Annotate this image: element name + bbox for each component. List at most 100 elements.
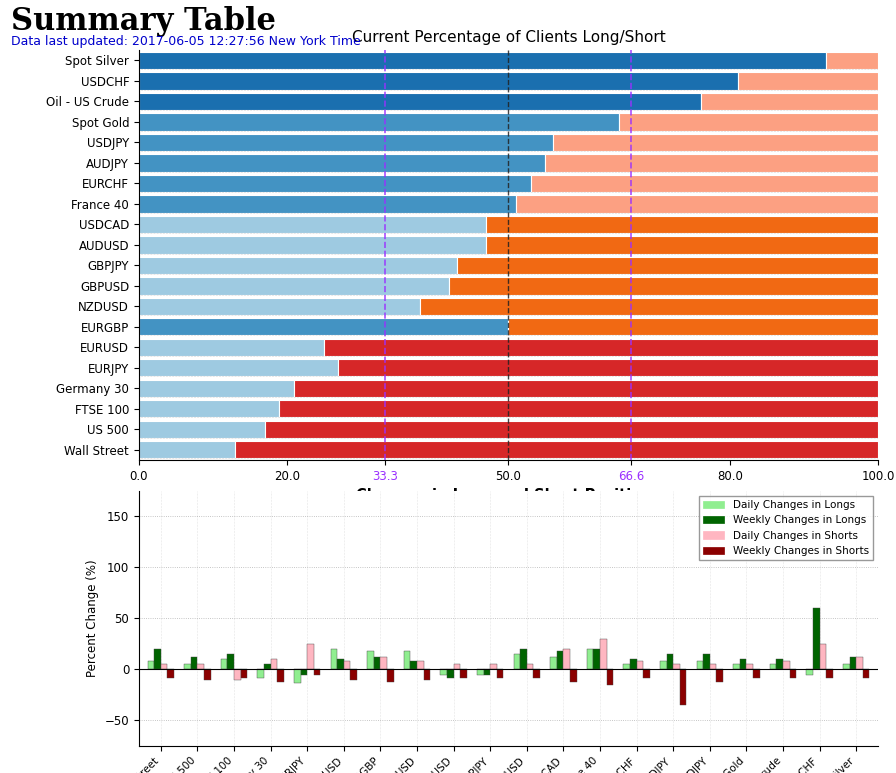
Bar bbox=[477, 669, 484, 675]
Bar bbox=[716, 669, 723, 682]
Bar bbox=[509, 318, 878, 335]
Bar bbox=[450, 277, 878, 295]
Bar bbox=[344, 661, 350, 669]
Bar bbox=[636, 661, 643, 669]
Bar bbox=[863, 669, 869, 678]
Bar bbox=[461, 669, 467, 678]
Bar bbox=[339, 359, 878, 376]
Bar bbox=[533, 669, 540, 678]
Bar bbox=[593, 649, 600, 669]
Bar bbox=[314, 669, 321, 675]
Bar bbox=[139, 339, 323, 356]
Bar bbox=[487, 236, 878, 254]
Bar bbox=[139, 113, 619, 131]
Bar bbox=[139, 277, 450, 295]
Bar bbox=[139, 318, 509, 335]
Bar bbox=[257, 669, 264, 678]
Bar bbox=[139, 175, 530, 192]
Bar bbox=[241, 669, 247, 678]
Bar bbox=[374, 657, 381, 669]
Bar bbox=[826, 52, 878, 70]
Bar bbox=[161, 664, 168, 669]
Bar bbox=[417, 661, 424, 669]
Bar bbox=[849, 657, 856, 669]
Bar bbox=[564, 649, 570, 669]
Bar bbox=[553, 134, 878, 152]
Bar bbox=[424, 669, 430, 679]
Bar bbox=[139, 52, 826, 70]
Bar bbox=[550, 657, 556, 669]
Text: Data last updated: 2017-06-05 12:27:56 New York Time: Data last updated: 2017-06-05 12:27:56 N… bbox=[11, 35, 360, 48]
Bar bbox=[783, 661, 789, 669]
Bar bbox=[667, 654, 673, 669]
Bar bbox=[139, 134, 553, 152]
Bar bbox=[367, 651, 374, 669]
Bar bbox=[530, 175, 878, 192]
Bar bbox=[660, 661, 667, 669]
Bar bbox=[381, 657, 387, 669]
Bar bbox=[350, 669, 357, 679]
Bar bbox=[789, 669, 797, 678]
Bar bbox=[457, 257, 878, 274]
Bar bbox=[264, 421, 878, 438]
Bar bbox=[496, 669, 504, 678]
Bar bbox=[294, 380, 878, 397]
Bar bbox=[139, 195, 516, 213]
Bar bbox=[139, 216, 487, 233]
Bar bbox=[624, 664, 630, 669]
Bar bbox=[630, 659, 636, 669]
Bar bbox=[307, 644, 314, 669]
Bar bbox=[139, 72, 737, 90]
Bar bbox=[410, 661, 417, 669]
Bar bbox=[673, 664, 680, 669]
X-axis label: Changes in Long and Short Positions: Changes in Long and Short Positions bbox=[357, 489, 660, 503]
Bar bbox=[264, 664, 271, 669]
Bar bbox=[600, 638, 607, 669]
Bar bbox=[587, 649, 593, 669]
Bar bbox=[516, 195, 878, 213]
Bar bbox=[826, 669, 832, 678]
Bar bbox=[484, 669, 490, 675]
Bar bbox=[770, 664, 776, 669]
Bar bbox=[331, 649, 337, 669]
Bar bbox=[228, 654, 234, 669]
Title: Current Percentage of Clients Long/Short: Current Percentage of Clients Long/Short bbox=[351, 30, 666, 45]
Bar bbox=[139, 421, 264, 438]
Bar bbox=[294, 669, 301, 683]
Y-axis label: Percent Change (%): Percent Change (%) bbox=[86, 560, 99, 677]
Bar bbox=[191, 657, 197, 669]
Bar bbox=[280, 400, 878, 417]
Bar bbox=[234, 669, 241, 679]
Bar bbox=[139, 298, 419, 315]
Bar bbox=[546, 154, 878, 172]
Bar bbox=[570, 669, 576, 682]
Bar bbox=[337, 659, 344, 669]
Bar bbox=[527, 664, 533, 669]
Bar bbox=[139, 380, 294, 397]
Bar bbox=[139, 154, 546, 172]
Bar bbox=[753, 669, 760, 678]
Bar bbox=[619, 113, 878, 131]
Bar bbox=[490, 664, 496, 669]
Bar bbox=[235, 441, 878, 458]
Bar bbox=[139, 359, 339, 376]
Bar bbox=[806, 669, 813, 675]
Bar bbox=[607, 669, 613, 685]
Bar bbox=[703, 654, 710, 669]
Bar bbox=[513, 654, 521, 669]
Bar bbox=[820, 644, 826, 669]
Bar bbox=[487, 216, 878, 233]
Bar bbox=[139, 257, 457, 274]
Bar bbox=[843, 664, 849, 669]
Bar bbox=[154, 649, 161, 669]
Bar bbox=[301, 669, 307, 675]
Bar bbox=[204, 669, 211, 679]
Bar bbox=[148, 661, 154, 669]
Bar bbox=[746, 664, 753, 669]
Bar bbox=[733, 664, 740, 669]
Bar bbox=[441, 669, 447, 675]
Bar bbox=[387, 669, 393, 682]
Bar bbox=[701, 93, 878, 111]
Bar bbox=[197, 664, 204, 669]
Bar bbox=[710, 664, 716, 669]
